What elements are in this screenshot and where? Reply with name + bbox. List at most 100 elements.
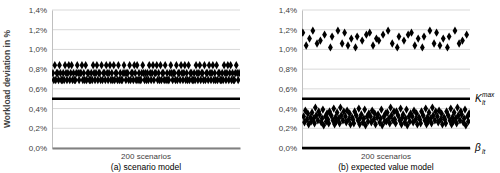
grid-line xyxy=(302,88,470,89)
point xyxy=(174,61,179,69)
annotation-superscript: max xyxy=(482,91,495,98)
annotation-subscript: lt xyxy=(482,148,486,155)
grid-line xyxy=(302,69,470,70)
x-axis-title: 200 scenarios xyxy=(361,152,411,161)
y-tick-label: 1,4% xyxy=(279,6,297,15)
point xyxy=(111,61,116,69)
y-tick-label: 0,6% xyxy=(279,85,297,94)
point xyxy=(234,61,239,69)
grid-line xyxy=(302,128,470,129)
point xyxy=(326,119,331,127)
point xyxy=(404,105,409,113)
caption: (b) expected value model xyxy=(338,162,434,172)
y-tick: 1,0% xyxy=(29,45,52,54)
y-tick: 0,2% xyxy=(29,124,52,133)
point xyxy=(360,36,365,44)
point xyxy=(57,61,62,69)
point xyxy=(416,34,421,42)
x-axis-title: 200 scenarios xyxy=(121,152,171,161)
point xyxy=(418,119,423,127)
y-tick-label: 1,0% xyxy=(279,45,297,54)
point xyxy=(168,61,173,69)
y-tick-label: 1,0% xyxy=(29,45,47,54)
points xyxy=(302,27,470,130)
y-tick: 0,0% xyxy=(279,144,302,153)
grid-line xyxy=(302,108,470,109)
grid-line xyxy=(52,49,240,50)
point xyxy=(186,61,191,69)
point xyxy=(367,29,372,37)
y-tick: 0,4% xyxy=(29,105,52,114)
grid-line xyxy=(52,10,240,11)
point xyxy=(237,69,240,77)
point xyxy=(427,27,432,35)
x-axis xyxy=(303,148,471,149)
point xyxy=(99,61,104,69)
point xyxy=(199,69,204,77)
point xyxy=(336,27,341,35)
annotation-text: β xyxy=(474,142,481,153)
point xyxy=(460,36,465,44)
y-tick: 0,0% xyxy=(29,144,52,153)
grid-line xyxy=(52,29,240,30)
x-axis-line xyxy=(303,148,471,150)
point xyxy=(318,36,323,44)
point xyxy=(127,61,132,69)
point xyxy=(310,27,315,35)
y-tick: 1,2% xyxy=(279,26,302,35)
point xyxy=(397,32,402,40)
point xyxy=(466,117,470,125)
point xyxy=(138,76,143,84)
x-axis-line xyxy=(53,148,241,150)
point xyxy=(214,61,219,69)
x-axis xyxy=(53,148,241,149)
point xyxy=(379,105,384,113)
caption: (a) scenario model xyxy=(111,162,182,172)
y-tick: 1,4% xyxy=(29,6,52,15)
grid-line xyxy=(52,88,240,89)
point xyxy=(124,69,129,77)
point xyxy=(163,61,168,69)
point xyxy=(228,61,233,69)
point xyxy=(453,27,458,35)
y-tick-label: 0,8% xyxy=(279,65,297,74)
y-tick-label: 1,2% xyxy=(29,26,47,35)
point xyxy=(340,39,345,47)
point xyxy=(349,34,354,42)
point xyxy=(171,69,176,77)
point xyxy=(409,29,414,37)
point xyxy=(356,104,361,112)
point xyxy=(422,32,427,40)
point xyxy=(342,29,347,37)
reference-line xyxy=(302,147,470,150)
point xyxy=(346,41,351,49)
point xyxy=(395,43,400,51)
y-tick: 1,0% xyxy=(279,45,302,54)
point xyxy=(376,36,381,44)
grid-line xyxy=(302,148,470,149)
grid-line xyxy=(52,108,240,109)
point xyxy=(381,30,386,38)
point xyxy=(386,27,391,35)
point xyxy=(434,29,439,37)
point xyxy=(355,32,360,40)
point xyxy=(393,119,398,127)
point xyxy=(113,69,118,77)
point xyxy=(445,43,450,51)
point xyxy=(362,105,367,113)
y-tick: 1,2% xyxy=(29,26,52,35)
annotation-subscript: lt xyxy=(482,99,486,106)
reference-line xyxy=(52,97,240,100)
point xyxy=(69,61,74,69)
points xyxy=(52,61,240,84)
point xyxy=(447,32,452,40)
y-tick-label: 0,2% xyxy=(29,124,47,133)
point xyxy=(96,69,101,77)
point xyxy=(463,105,468,113)
point xyxy=(119,76,124,84)
y-tick-label: 0,4% xyxy=(279,105,297,114)
grid-line xyxy=(52,128,240,129)
point xyxy=(398,104,403,112)
y-tick-label: 1,2% xyxy=(279,26,297,35)
point xyxy=(116,61,121,69)
